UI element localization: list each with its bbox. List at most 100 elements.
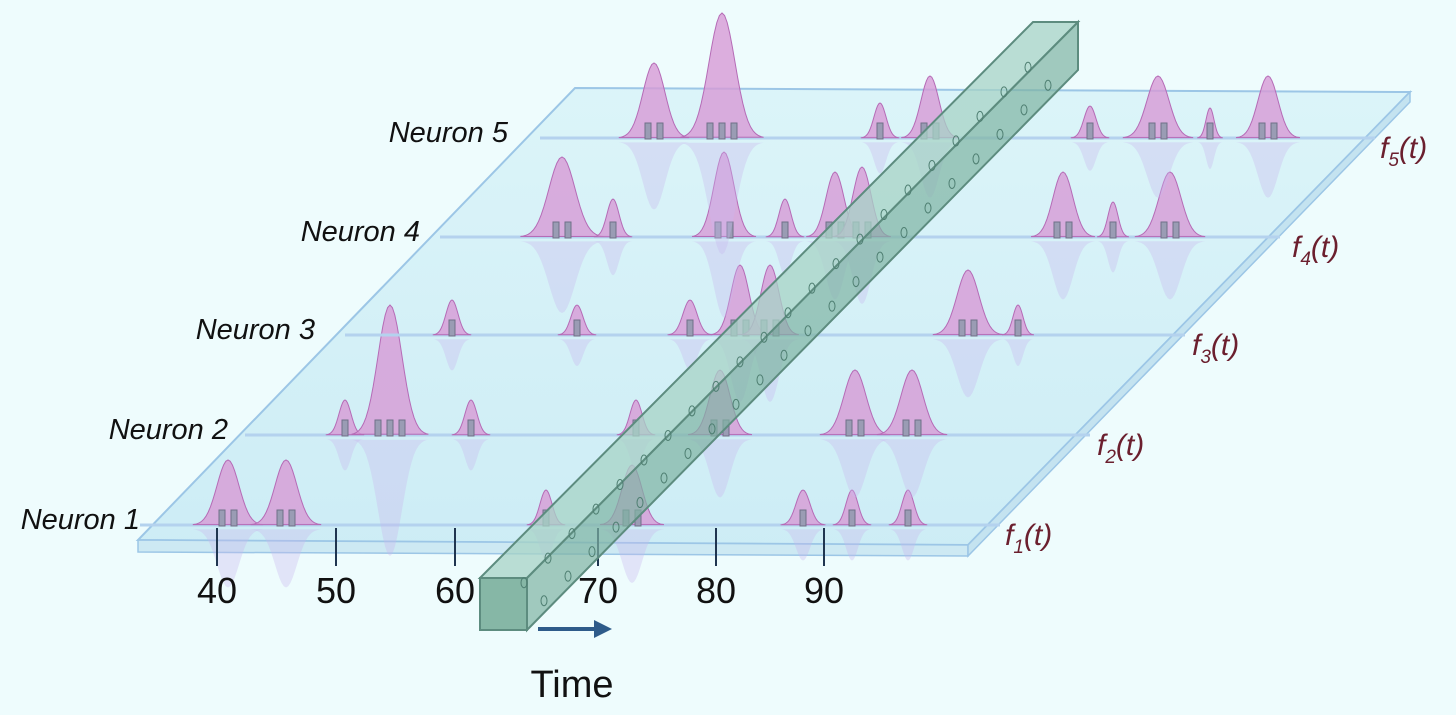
spike-bump [520,156,604,237]
spike [218,509,226,527]
bar-marker [876,251,884,263]
spike [845,419,853,437]
spike [958,319,966,337]
spike-bump [1096,201,1130,238]
spike-bump [351,304,429,435]
spike [718,122,726,140]
reflection [1031,241,1095,300]
spike [288,509,296,527]
reflection [325,439,365,471]
bar-marker [708,423,716,435]
spike [564,221,572,239]
spike-bump [1070,105,1110,139]
spike-bump [780,489,826,526]
neuron-label: Neuron 3 [196,314,315,346]
bar-marker [780,349,788,361]
bar-marker [564,570,572,582]
spike [656,122,664,140]
reflection [832,529,872,561]
bar-marker [684,447,692,459]
reflection [351,439,429,556]
spike-bump [192,459,264,526]
bar-marker [952,135,960,147]
spike [1109,221,1117,239]
reflection [1122,142,1194,198]
spike [726,221,734,239]
bar-marker [688,405,696,417]
reflection [432,339,472,371]
function-arg: (t) [1211,329,1239,362]
bar-marker [540,595,548,607]
spike-bump [765,198,805,238]
spike [448,319,456,337]
function-label: f2(t) [1097,429,1144,468]
function-base: f [1005,519,1016,552]
spike [1086,122,1094,140]
spike [552,221,560,239]
bar-marker [808,282,816,294]
spike [799,509,807,527]
spike [970,319,978,337]
bar-marker [856,233,864,245]
neuron-label: Neuron 5 [389,117,509,149]
spike [706,122,714,140]
reflection [860,142,900,174]
spike [644,122,652,140]
reflection [765,241,805,276]
bar-marker [544,552,552,564]
neuron-label: Neuron 4 [301,216,420,248]
spike-bump [593,198,633,238]
spike [1014,319,1022,337]
reflection [557,339,597,366]
reflection [250,529,322,588]
function-sub: 2 [1104,447,1116,468]
spike [1065,221,1073,239]
spike-bump [888,489,928,526]
bar-marker [976,110,984,122]
spike [609,221,617,239]
function-label: f1(t) [1005,519,1052,558]
spike-bump [1235,75,1301,139]
spike [1160,122,1168,140]
plane-side [967,90,1411,558]
reflection [451,439,491,471]
spike [1148,122,1156,140]
reflection [1197,142,1223,169]
function-base: f [1292,231,1303,264]
bar-marker [832,258,840,270]
bar-marker [852,276,860,288]
spike [914,419,922,437]
spike [781,221,789,239]
bar-marker [1000,86,1008,98]
neuron-label: Neuron 1 [21,504,140,536]
reflection [618,142,690,210]
spike-bump [832,489,872,526]
reflection [688,439,752,498]
time-window-bar [477,19,1081,633]
function-arg: (t) [1311,231,1339,264]
spike [904,509,912,527]
spike-bump [1122,75,1194,139]
spike-bump [680,12,764,138]
bar-marker [900,227,908,239]
spike [1206,122,1214,140]
spike-bump [667,299,713,336]
spike [1053,221,1061,239]
reflection [876,439,948,498]
spike [341,419,349,437]
tick-label: 50 [316,570,356,611]
bar-marker [636,497,644,509]
spike-bump [691,151,757,237]
bar-marker [664,429,672,441]
bar-marker [828,300,836,312]
neuron-label: Neuron 2 [109,414,228,446]
bar-marker [640,454,648,466]
bar-marker [612,521,620,533]
spike [398,419,406,437]
function-base: f [1192,329,1203,362]
spike-bump [1134,171,1206,238]
spike [686,319,694,337]
bar-marker [756,374,764,386]
reflection [1134,241,1206,300]
